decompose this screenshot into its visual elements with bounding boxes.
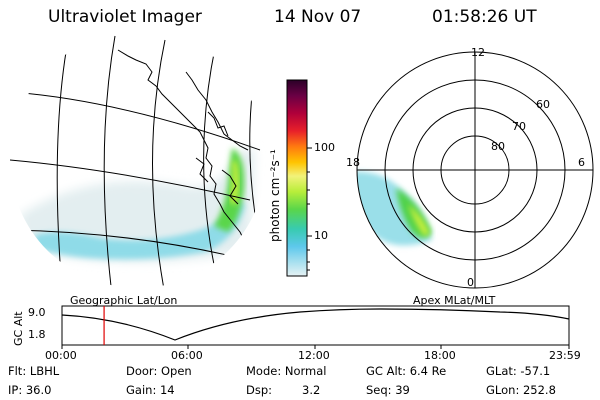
colorbar (286, 79, 308, 277)
info-dsp-value: 3.2 (302, 383, 321, 397)
info-gc-alt: GC Alt: 6.4 Re (366, 364, 447, 378)
info-ip: IP: 36.0 (8, 383, 52, 397)
altitude-plot (61, 305, 570, 349)
longitude-line (152, 39, 166, 288)
image-time: 01:58:26 UT (432, 7, 537, 27)
right-panel-label: Apex MLat/MLT (413, 294, 496, 307)
mlt-label-18: 18 (346, 156, 360, 169)
info-door: Door: Open (126, 364, 192, 378)
altitude-ylabel: GC Alt (12, 311, 25, 346)
info-dsp-label: Dsp: (246, 383, 273, 397)
info-glon: GLon: 252.8 (486, 383, 556, 397)
latitude-line (10, 229, 241, 259)
longitude-line (103, 35, 116, 288)
geographic-map (10, 35, 266, 288)
altitude-xtick: 00:00 (45, 349, 77, 362)
mlt-label-12: 12 (471, 46, 485, 59)
altitude-ytick-1-8: 1.8 (28, 328, 46, 341)
mlt-label-6: 6 (578, 156, 585, 169)
longitude-line (203, 47, 221, 288)
altitude-ytick-9: 9.0 (28, 306, 46, 319)
info-gain: Gain: 14 (126, 383, 175, 397)
altitude-xtick: 18:00 (424, 349, 456, 362)
left-panel-label: Geographic Lat/Lon (70, 294, 178, 307)
mlat-label-70: 70 (512, 120, 526, 133)
left-auroral-yellow (230, 160, 239, 205)
polar-auroral-yellow (408, 204, 430, 236)
info-glat: GLat: -57.1 (486, 364, 551, 378)
altitude-xtick: 12:00 (298, 349, 330, 362)
info-seq: Seq: 39 (366, 383, 410, 397)
colorbar-unit-label: photon cm⁻²s⁻¹ (268, 149, 282, 242)
image-date: 14 Nov 07 (274, 7, 362, 27)
latitude-line (10, 91, 261, 151)
longitude-line (56, 39, 69, 288)
polar-plot (356, 51, 594, 289)
info-mode: Mode: Normal (246, 364, 327, 378)
colorbar-tick-100: 100 (314, 141, 335, 154)
mlt-label-0: 0 (467, 276, 474, 289)
coastline (117, 49, 247, 245)
latitude-line (10, 159, 251, 201)
left-auroral-cyan (35, 200, 245, 260)
altitude-xtick: 23:59 (549, 349, 581, 362)
colorbar-tick-10: 10 (314, 229, 328, 242)
altitude-curve (61, 308, 570, 341)
mlat-label-80: 80 (491, 140, 505, 153)
info-flt: Flt: LBHL (8, 364, 60, 378)
altitude-xtick: 06:00 (171, 349, 203, 362)
mlat-label-60: 60 (536, 98, 550, 111)
image-title: Ultraviolet Imager (48, 7, 202, 27)
